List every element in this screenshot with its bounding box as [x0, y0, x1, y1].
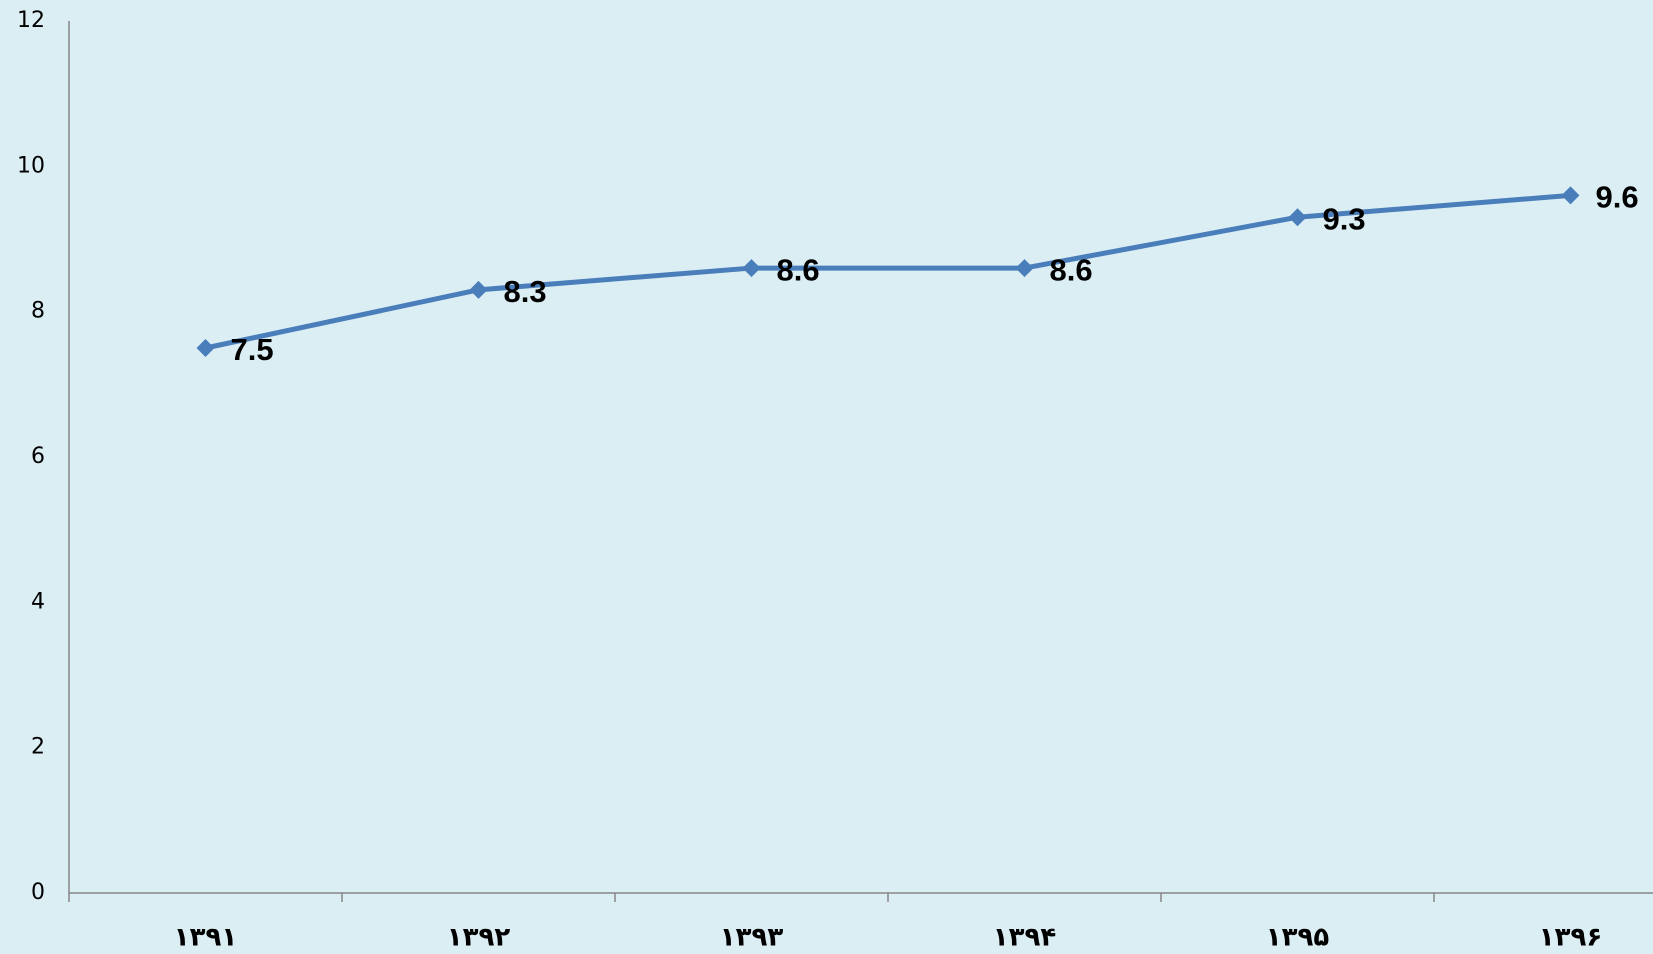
x-tick-label: ۱۳۹۶	[1539, 923, 1602, 953]
point	[1288, 208, 1307, 227]
value-label: 9.6	[1596, 180, 1639, 215]
x-tick-label: ۱۳۹۳	[720, 923, 784, 953]
point	[1015, 259, 1034, 278]
value-label: 8.6	[777, 252, 820, 287]
point	[1561, 186, 1580, 205]
x-tick-label: ۱۳۹۲	[447, 923, 511, 953]
y-tick-label: 12	[17, 8, 45, 33]
y-tick-label: 0	[31, 880, 45, 905]
y-tick-label: 8	[31, 299, 45, 324]
value-label: 9.3	[1323, 201, 1366, 236]
y-tick-label: 4	[31, 589, 45, 614]
y-tick-label: 10	[17, 153, 45, 178]
value-label: 7.5	[231, 332, 274, 367]
y-tick-label: 6	[31, 444, 45, 469]
x-tick-label: ۱۳۹۱	[174, 923, 237, 953]
point	[742, 259, 761, 278]
point	[196, 339, 215, 357]
x-tick-label: ۱۳۹۵	[1266, 923, 1330, 953]
line	[204, 192, 1571, 351]
y-tick-label: 2	[31, 735, 45, 760]
value-label: 8.3	[504, 274, 547, 309]
value-label: 8.6	[1050, 252, 1093, 287]
x-tick-label: ۱۳۹۴	[993, 923, 1056, 953]
point	[469, 280, 488, 299]
